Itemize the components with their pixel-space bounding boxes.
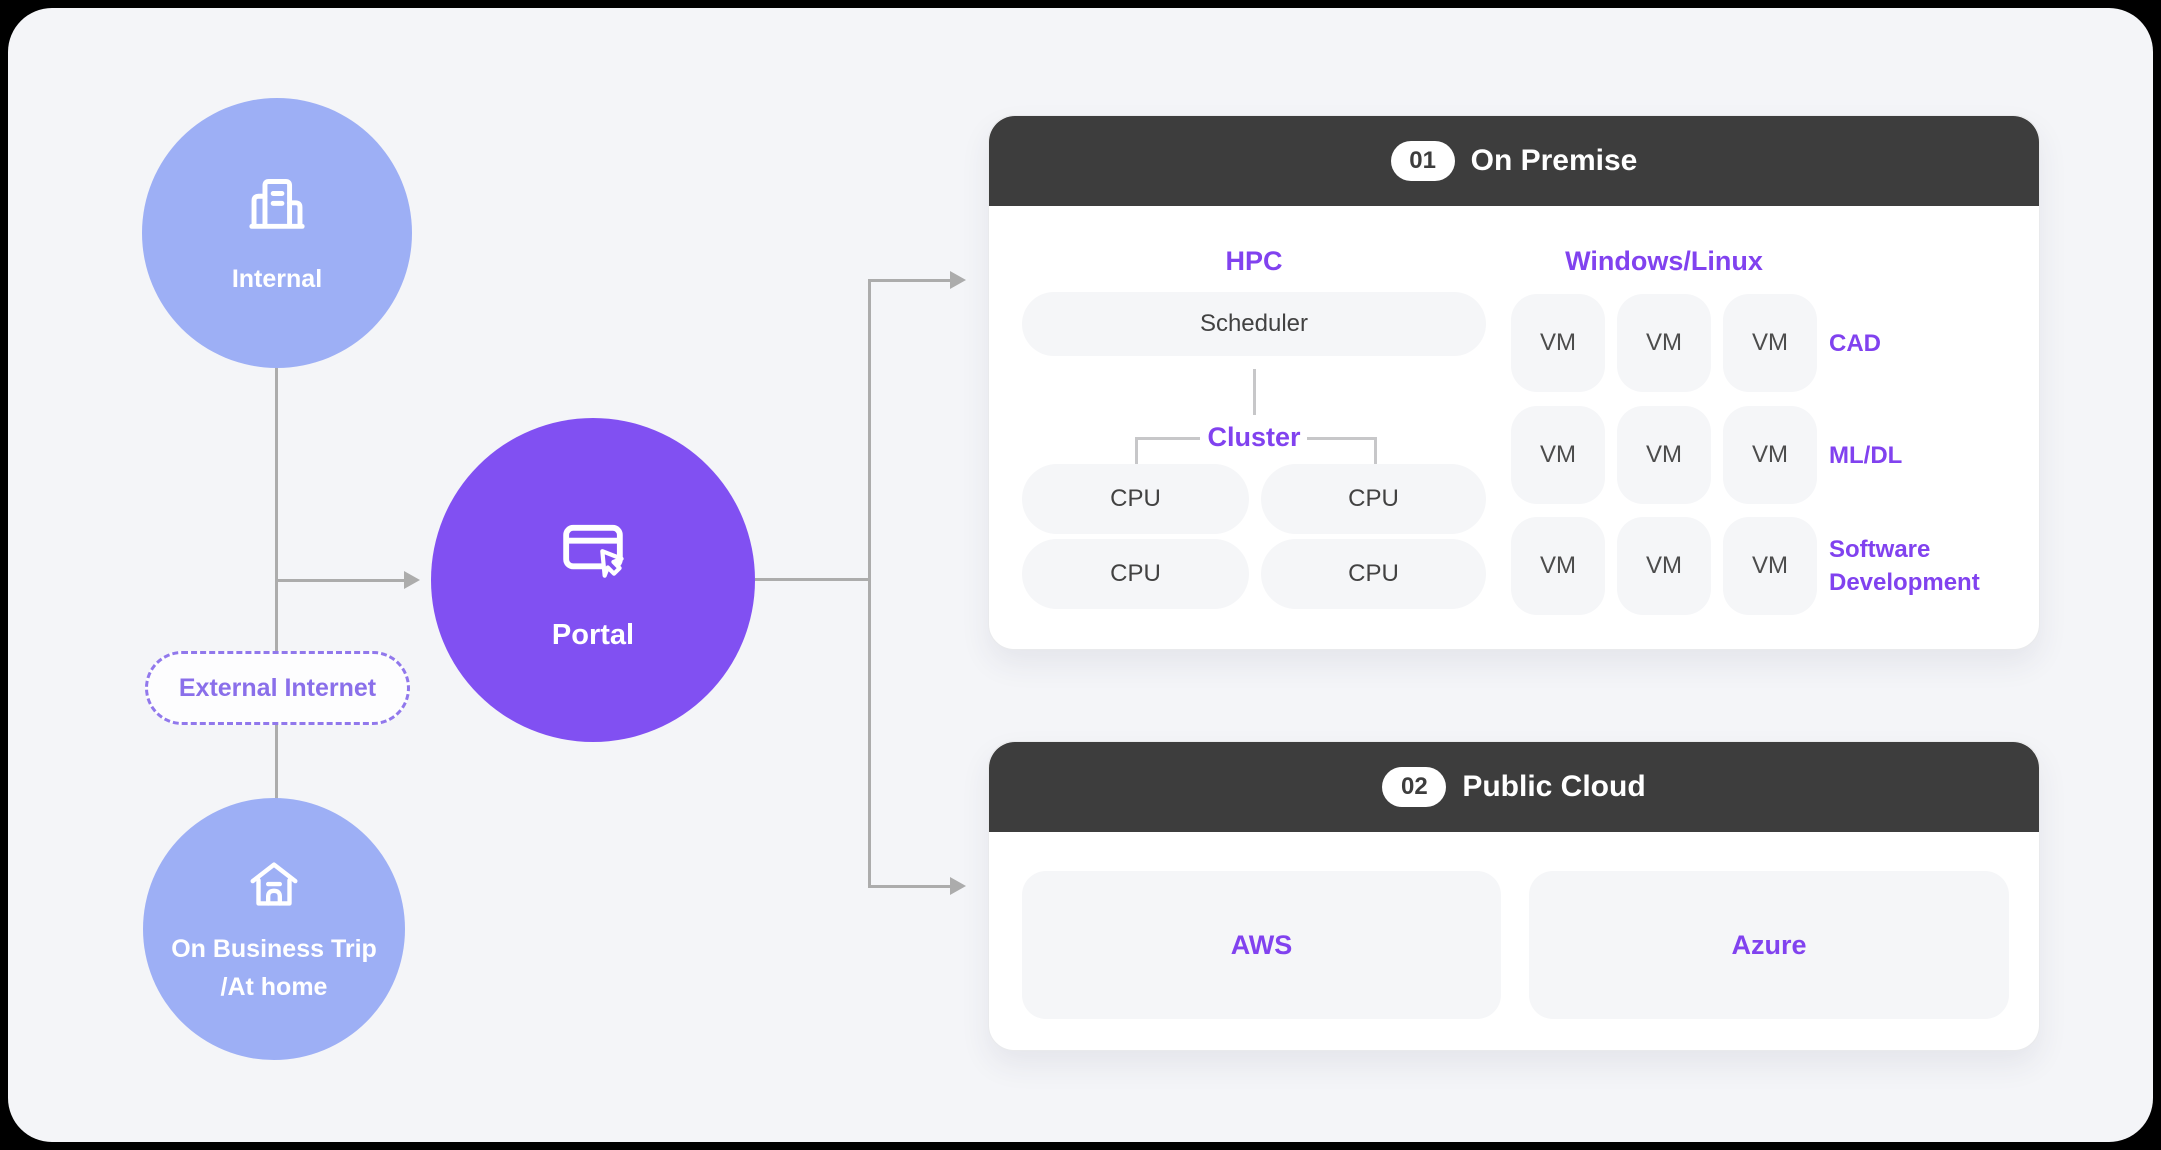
connector-external-to-trip (275, 724, 278, 800)
public-cloud-card: 02 Public Cloud AWS Azure (988, 741, 2040, 1051)
vm-tile: VM (1511, 294, 1605, 392)
vm-label: VM (1540, 329, 1576, 356)
vm-tile: VM (1723, 406, 1817, 504)
provider-box-azure: Azure (1529, 871, 2009, 1019)
on-premise-badge: 01 (1390, 141, 1455, 181)
on-premise-title: On Premise (1470, 144, 1638, 177)
connector-branch-vertical (868, 279, 871, 888)
azure-label: Azure (1731, 929, 1807, 960)
portal-label: Portal (551, 618, 635, 651)
public-cloud-title: Public Cloud (1462, 770, 1646, 803)
business-trip-label-line1: On Business Trip (171, 934, 377, 963)
connector-scheduler-cluster (1253, 369, 1256, 415)
cpu-label: CPU (1110, 560, 1161, 587)
arrowhead-to-on-premise (950, 271, 966, 289)
home-icon (243, 854, 305, 921)
business-trip-label-line2: /At home (220, 972, 328, 1001)
on-premise-header: 01 On Premise (989, 116, 2039, 206)
vm-row-label-software-development: Software Development (1829, 536, 1980, 596)
portal-node: Portal (431, 418, 755, 742)
vm-tile: VM (1723, 294, 1817, 392)
connector-portal-stub (755, 578, 871, 581)
on-premise-card: 01 On Premise HPC Scheduler Cluster CPU … (988, 115, 2040, 650)
business-trip-node: On Business Trip /At home (143, 798, 405, 1060)
diagram-canvas: Internal External Internet On Business T… (8, 8, 2153, 1142)
hpc-title: HPC (1225, 246, 1283, 276)
vm-tile: VM (1617, 294, 1711, 392)
cluster-bracket-left (1135, 437, 1200, 464)
cluster-bracket-right (1307, 437, 1377, 464)
cpu-pill: CPU (1261, 464, 1486, 534)
vm-label: VM (1752, 552, 1788, 579)
vm-label: VM (1540, 441, 1576, 468)
cpu-pill: CPU (1261, 539, 1486, 609)
internal-node: Internal (142, 98, 412, 368)
connector-to-portal (276, 579, 406, 582)
vm-tile: VM (1617, 517, 1711, 615)
browser-cursor-icon (551, 508, 635, 597)
arrowhead-to-public-cloud (950, 877, 966, 895)
office-building-icon (242, 170, 312, 245)
vm-label: VM (1646, 441, 1682, 468)
cpu-label: CPU (1348, 560, 1399, 587)
cpu-pill: CPU (1022, 464, 1249, 534)
scheduler-pill: Scheduler (1022, 292, 1486, 356)
vm-label: VM (1540, 552, 1576, 579)
vm-row-label-cad: CAD (1829, 329, 1881, 357)
vm-label: VM (1646, 552, 1682, 579)
vm-tile: VM (1617, 406, 1711, 504)
external-internet-label: External Internet (178, 673, 377, 702)
scheduler-label: Scheduler (1199, 310, 1309, 337)
vm-label: VM (1752, 329, 1788, 356)
cpu-label: CPU (1110, 485, 1161, 512)
cpu-label: CPU (1348, 485, 1399, 512)
vm-label: VM (1646, 329, 1682, 356)
arrowhead-to-portal (404, 571, 420, 589)
vm-tile: VM (1723, 517, 1817, 615)
connector-internal-to-external (275, 366, 278, 652)
aws-label: AWS (1230, 929, 1293, 960)
cpu-pill: CPU (1022, 539, 1249, 609)
vm-tile: VM (1511, 406, 1605, 504)
public-cloud-header: 02 Public Cloud (989, 742, 2039, 832)
internal-label: Internal (231, 264, 323, 293)
public-cloud-badge: 02 (1382, 767, 1447, 807)
windows-linux-title: Windows/Linux (1565, 246, 1763, 276)
vm-label: VM (1752, 441, 1788, 468)
external-internet-pill: External Internet (145, 651, 410, 725)
connector-to-on-premise (870, 279, 952, 282)
vm-tile: VM (1511, 517, 1605, 615)
vm-row-label-mldl: ML/DL (1829, 441, 1903, 469)
cluster-label: Cluster (1207, 422, 1301, 452)
provider-box-aws: AWS (1022, 871, 1501, 1019)
connector-to-public-cloud (870, 885, 952, 888)
